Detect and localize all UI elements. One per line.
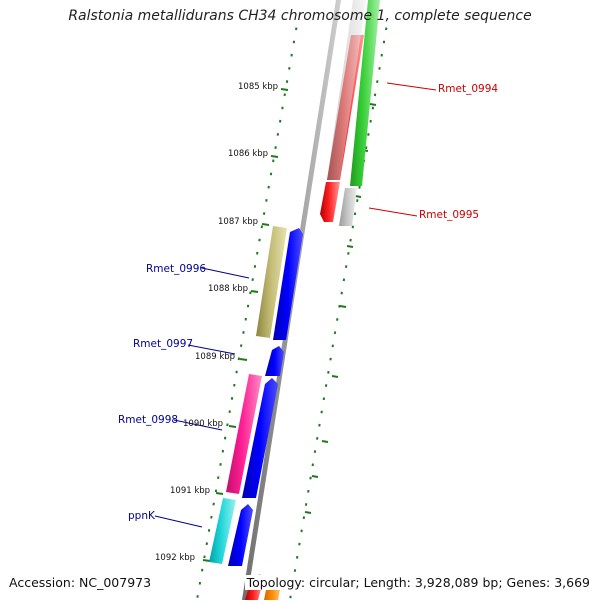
svg-text:Rmet_0998: Rmet_0998 (118, 414, 178, 426)
accession-text: Accession: NC_007973 (9, 575, 151, 590)
scale-tick (312, 476, 318, 477)
scale-label-1086: 1086 kbp (228, 149, 268, 159)
scale-label-1090: 1090 kbp (183, 419, 223, 429)
scale-tick (240, 359, 247, 360)
svg-text:Rmet_0996: Rmet_0996 (146, 263, 206, 275)
scale-tick (332, 376, 338, 377)
scale-tick (322, 441, 328, 442)
map-title: Ralstonia metallidurans CH34 chromosome … (0, 8, 600, 24)
gene-label-rmet-0995[interactable]: Rmet_0995 (369, 208, 479, 221)
scale-tick (370, 104, 376, 105)
scale-tick (262, 224, 269, 225)
scale-tick (340, 306, 346, 307)
svg-text:ppnK: ppnK (128, 510, 156, 522)
scale-tick (203, 560, 210, 561)
scale-tick (229, 426, 236, 427)
svg-text:Rmet_0994: Rmet_0994 (438, 83, 498, 95)
gene-label-rmet-0994[interactable]: Rmet_0994 (387, 83, 498, 95)
svg-text:Rmet_0997: Rmet_0997 (133, 338, 193, 350)
scale-tick (281, 89, 288, 90)
scale-label-1091: 1091 kbp (170, 486, 210, 496)
gene-gray-arrow (339, 188, 357, 226)
scale-tick (216, 493, 223, 494)
gene-orange-bottom (264, 590, 280, 600)
topology-text: Topology: circular; Length: 3,928,089 bp… (245, 575, 590, 590)
gene-label-ppnk[interactable]: ppnK (128, 510, 202, 527)
scale-tick (271, 156, 278, 157)
scale-tick (347, 246, 353, 247)
gene-label-rmet-0996[interactable]: Rmet_0996 (146, 263, 249, 278)
gene-red-arrow (320, 182, 340, 222)
scale-label-1087: 1087 kbp (218, 217, 258, 227)
scale-tick (305, 512, 311, 513)
scale-label-1089: 1089 kbp (195, 352, 235, 362)
scale-tick (251, 291, 258, 292)
scale-label-1092: 1092 kbp (155, 553, 195, 563)
scale-label-1088: 1088 kbp (208, 284, 248, 294)
scale-label-1085: 1085 kbp (238, 82, 278, 92)
svg-text:Rmet_0995: Rmet_0995 (419, 209, 479, 221)
